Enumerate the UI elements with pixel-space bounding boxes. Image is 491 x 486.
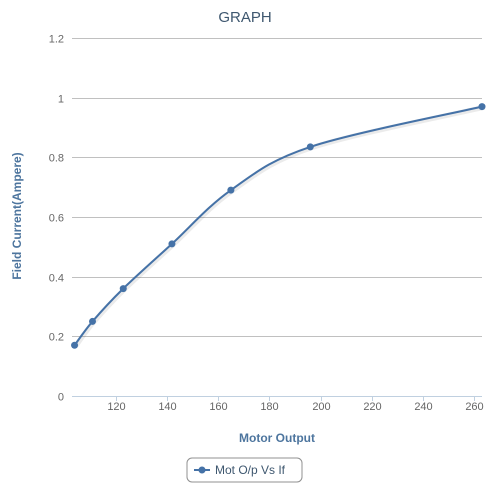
chart-title: GRAPH — [218, 9, 271, 26]
x-tick-label: 140 — [158, 401, 176, 413]
data-point[interactable] — [71, 341, 79, 349]
y-tick-label: 0 — [58, 392, 64, 404]
data-point[interactable] — [119, 285, 127, 293]
data-point[interactable] — [227, 186, 235, 194]
x-tick-label: 200 — [312, 401, 330, 413]
grid-lines — [72, 38, 482, 397]
data-point[interactable] — [168, 240, 176, 248]
y-tick-labels: 0 0.2 0.4 0.6 0.8 1 1.2 — [49, 34, 64, 404]
x-tick-label: 160 — [209, 401, 227, 413]
axes — [72, 396, 482, 401]
x-tick-label: 220 — [363, 401, 381, 413]
legend[interactable]: Mot O/p Vs If — [186, 457, 303, 483]
series-line — [73, 105, 483, 346]
x-tick-label: 240 — [414, 401, 432, 413]
x-tick-label: 120 — [107, 401, 125, 413]
series-line-shadow — [73, 105, 484, 348]
series-layer — [71, 103, 486, 349]
data-point[interactable] — [478, 103, 486, 111]
y-axis-title: Field Current(Ampere) — [10, 152, 24, 279]
y-tick-label: 1.2 — [49, 34, 64, 46]
data-point[interactable] — [89, 317, 96, 325]
x-tick-label: 260 — [465, 401, 483, 413]
x-tick-label: 180 — [260, 401, 278, 413]
y-tick-label: 0.2 — [49, 332, 64, 344]
y-tick-label: 0.6 — [49, 213, 64, 225]
y-tick-label: 1 — [58, 94, 64, 106]
legend-box — [186, 457, 303, 483]
legend-marker-icon — [198, 466, 206, 474]
y-tick-label: 0.8 — [49, 153, 64, 165]
x-tick-labels: 120 140 160 180 200 220 240 260 — [107, 401, 483, 413]
data-point[interactable] — [306, 143, 314, 151]
x-axis-title: Motor Output — [239, 431, 315, 445]
legend-label: Mot O/p Vs If — [215, 463, 286, 477]
y-tick-label: 0.4 — [49, 273, 64, 285]
